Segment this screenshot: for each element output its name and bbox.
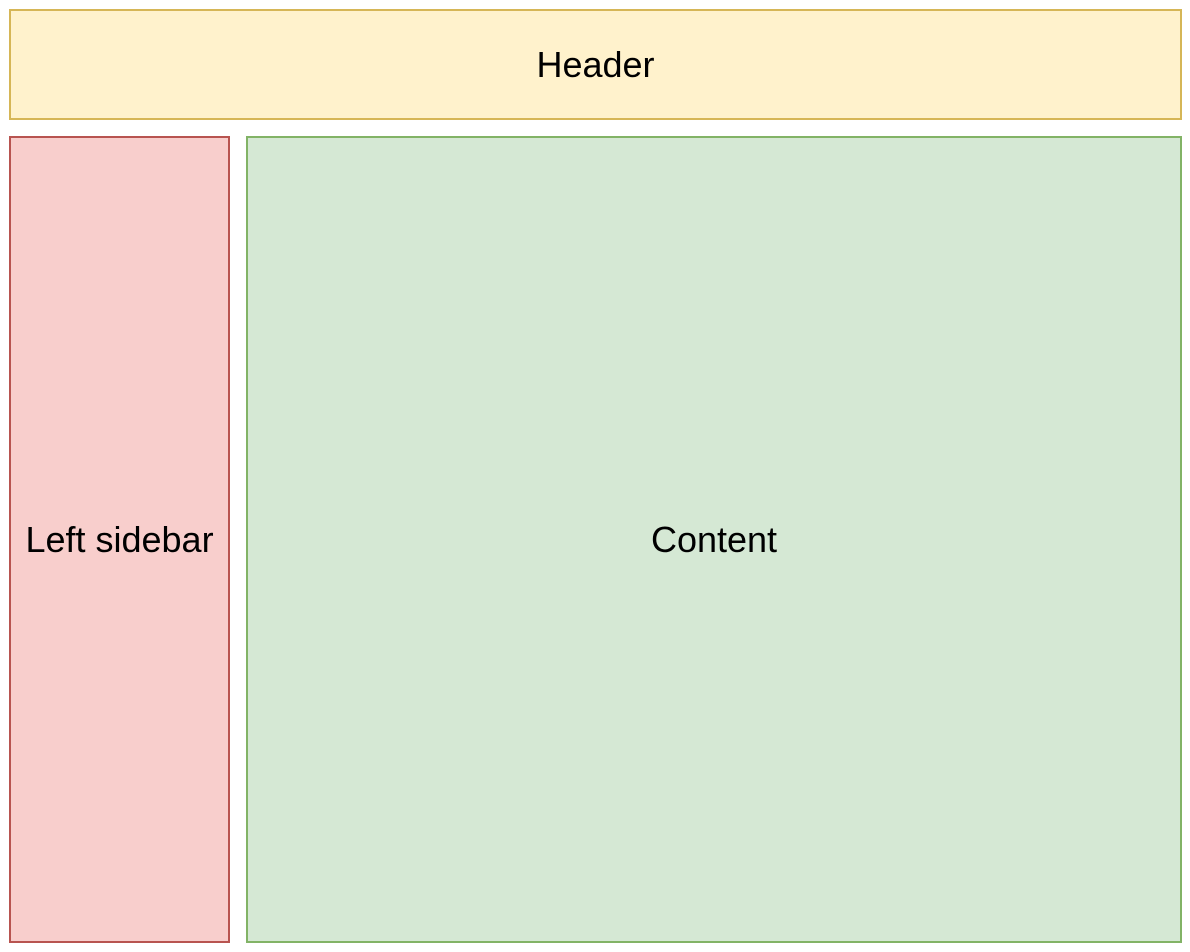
header-label: Header bbox=[536, 43, 655, 85]
left-sidebar-box: Left sidebar bbox=[9, 136, 230, 943]
content-box: Content bbox=[246, 136, 1182, 943]
left-sidebar-label: Left sidebar bbox=[25, 518, 214, 560]
header-box: Header bbox=[9, 9, 1182, 120]
content-label: Content bbox=[650, 518, 778, 560]
